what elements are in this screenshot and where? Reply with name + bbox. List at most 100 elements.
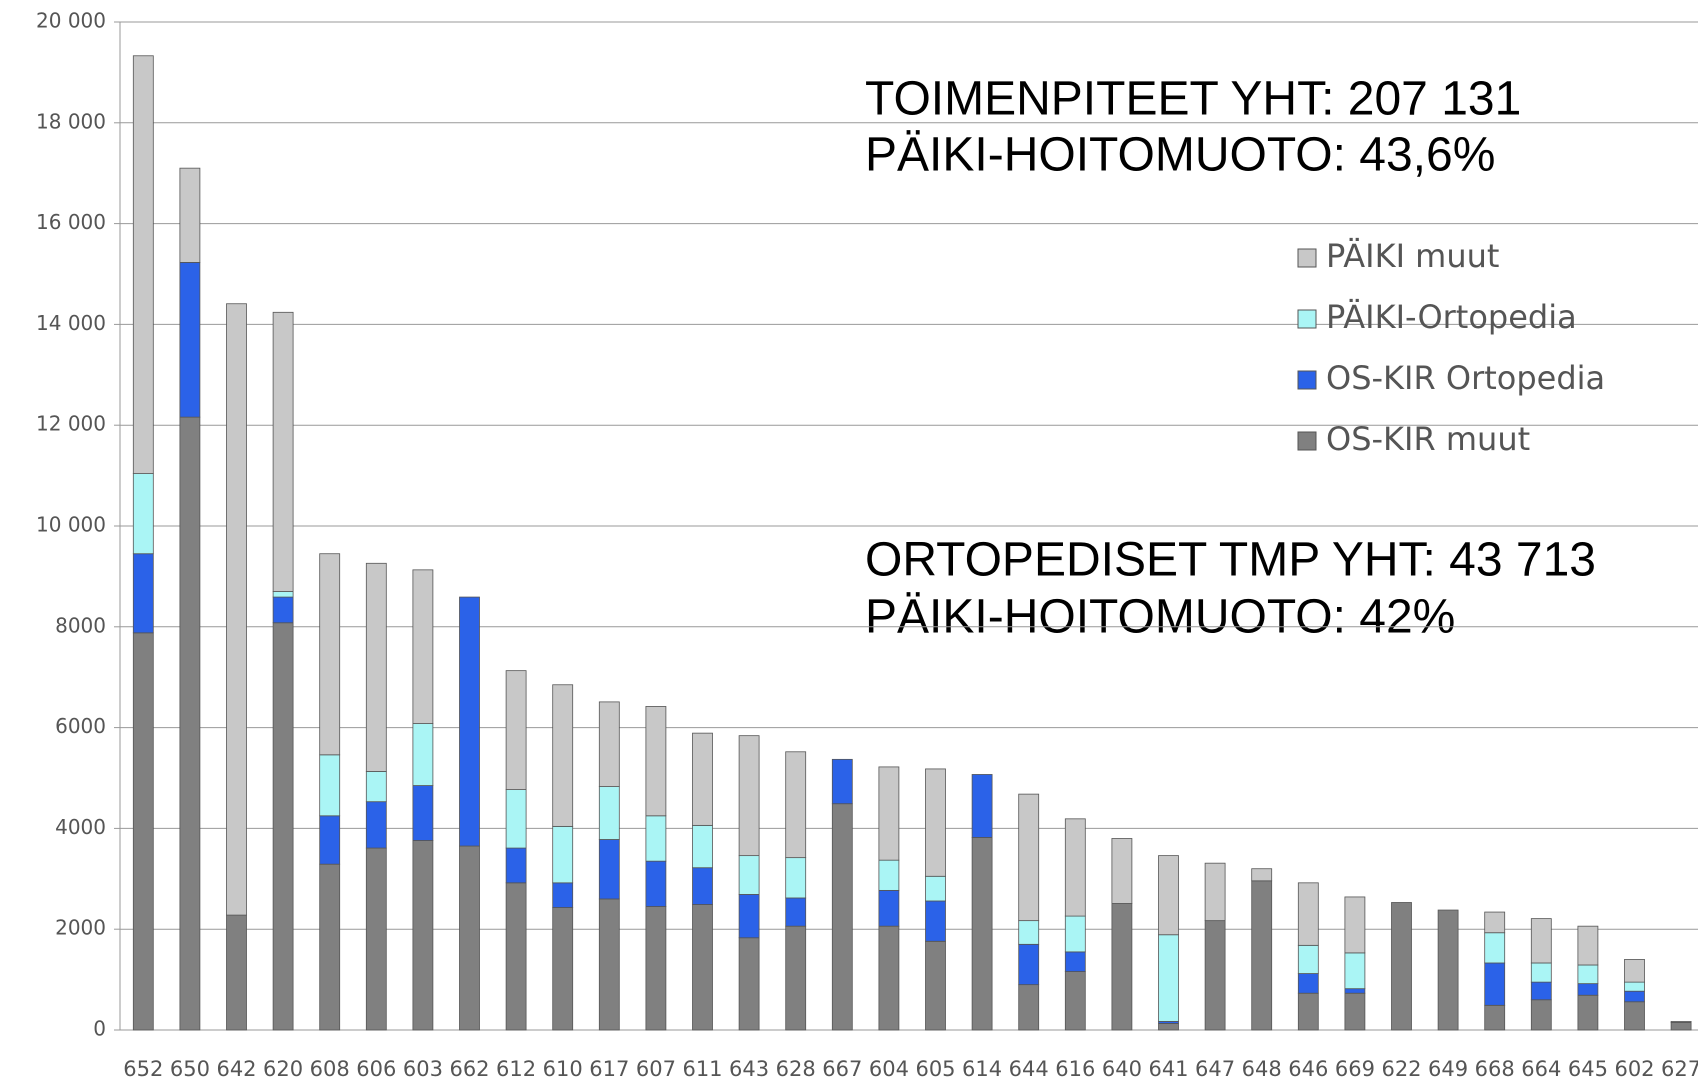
bar-segment [505,670,527,790]
x-tick-label: 650 [170,1057,210,1081]
annotation: ORTOPEDISET TMP YHT: 43 713 [865,534,1596,587]
bar-segment [1297,973,1319,994]
legend-swatch [1297,248,1317,268]
x-tick-label: 607 [636,1057,676,1081]
bar-segment [738,894,760,939]
y-tick-label: 14 000 [36,311,106,335]
x-tick-label: 649 [1428,1057,1468,1081]
annotation: TOIMENPITEET YHT: 207 131 [865,73,1521,126]
legend-label: OS-KIR Ortopedia [1326,359,1605,397]
bar-segment [785,751,807,859]
bar-segment [1624,981,1645,992]
bar-segment [1018,793,1040,922]
y-tick-label: 16 000 [36,210,106,234]
x-tick-label: 662 [449,1057,489,1081]
bar-segment [319,815,341,865]
bar-segment [878,889,900,927]
bar-segment [598,839,620,900]
bar-segment [459,845,480,1031]
bar-segment [1577,964,1599,985]
bar-segment [1670,1021,1692,1023]
legend-swatch [1297,370,1317,390]
bar-segment [179,167,201,263]
bar-segment [272,311,294,592]
x-tick-label: 643 [729,1057,769,1081]
bar-segment [365,771,387,803]
y-tick-label: 12 000 [36,412,106,436]
bar-segment [692,904,713,1031]
legend-label: PÄIKI muut [1326,237,1499,275]
bar-segment [365,801,387,849]
y-tick-label: 6000 [55,714,106,738]
bar-segment [1111,838,1133,904]
bar-segment [1530,918,1552,964]
bar-segment [1111,903,1133,1031]
bar-segment [1251,880,1273,1031]
bar-segment [272,591,294,598]
bar-segment [971,774,993,838]
legend-label: PÄIKI-Ortopedia [1326,298,1577,336]
x-tick-label: 616 [1055,1057,1095,1081]
bar-segment [1064,915,1086,953]
x-tick-label: 608 [310,1057,350,1081]
x-tick-label: 641 [1148,1057,1188,1081]
bar-segment [1064,951,1086,972]
bar-segment [785,857,807,899]
bar-segment [132,55,154,474]
bar-segment [1297,882,1319,946]
bar-segment [505,882,527,1031]
bar-segment [738,735,760,857]
x-tick-label: 627 [1661,1057,1698,1081]
bar-segment [645,706,667,817]
legend-label: OS-KIR muut [1326,420,1530,458]
legend-swatch [1297,309,1317,329]
bar-segment [1158,855,1179,936]
bar-segment [878,766,900,861]
bar-segment [505,847,527,884]
x-tick-label: 622 [1381,1057,1421,1081]
bar-segment [1064,818,1086,917]
bar-segment [132,473,154,555]
bar-segment [1624,1001,1645,1031]
bar-segment [552,882,574,908]
bar-segment [1018,943,1040,986]
bar-segment [1064,971,1086,1031]
y-tick-label: 8000 [55,613,106,637]
bar-segment [925,940,946,1031]
x-tick-label: 644 [1009,1057,1049,1081]
bar-segment [272,596,294,624]
bar-segment [1344,896,1366,954]
bar-segment [738,937,760,1031]
bar-segment [1158,934,1179,1022]
x-tick-label: 610 [543,1057,583,1081]
bar-segment [552,825,574,884]
bar-segment [925,768,946,877]
bar-segment [1484,1004,1506,1031]
bar-segment [925,875,946,902]
bar-segment [132,553,154,634]
bar-segment [692,824,713,869]
bar-segment [412,785,434,841]
bar-segment [412,569,434,724]
bar-segment [1018,920,1040,945]
bar-segment [1391,902,1412,1031]
bar-segment [878,925,900,1031]
x-tick-label: 642 [216,1057,256,1081]
bar-segment [598,898,620,1031]
x-tick-label: 617 [589,1057,629,1081]
bar-segment [738,855,760,895]
y-tick-label: 4000 [55,815,106,839]
bar-segment [319,754,341,817]
x-tick-label: 667 [822,1057,862,1081]
bar-segment [1577,994,1599,1031]
bar-segment [272,622,294,1031]
bar-segment [505,789,527,849]
y-tick-label: 18 000 [36,109,106,133]
bar-segment [1158,1023,1179,1031]
annotation: PÄIKI-HOITOMUOTO: 43,6% [865,129,1495,182]
bar-segment [645,906,667,1031]
bar-segment [1484,932,1506,964]
bar-segment [1297,944,1319,974]
bar-segment [132,632,154,1031]
